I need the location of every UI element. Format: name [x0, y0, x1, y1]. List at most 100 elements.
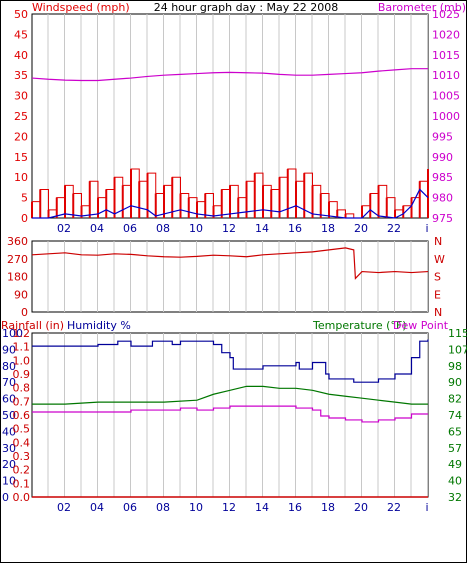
direction-tick-label: 90	[14, 288, 28, 301]
humidity-axis-title: Humidity %	[67, 319, 131, 332]
data-series	[31, 68, 429, 498]
dew-point-axis-title: Dew Point	[393, 319, 449, 332]
humidity-tick-label: 70	[2, 376, 16, 389]
wind-x-tick-label: 14	[255, 222, 269, 235]
temperature-tick-label: 107	[448, 343, 467, 356]
rainfall-tick-label: 0.1	[13, 477, 31, 490]
grid-lines	[47, 14, 428, 497]
rainfall-tick-label: 1.1	[13, 341, 31, 354]
barometer-line	[31, 68, 428, 82]
compass-label: W	[434, 253, 445, 266]
climate-x-tick-label: 18	[321, 501, 335, 514]
barometer-tick-label: 980	[432, 192, 453, 205]
temperature-tick-label: 65	[448, 425, 462, 438]
windspeed-tick-label: 5	[21, 192, 28, 205]
wind-x-tick-label: 20	[354, 222, 368, 235]
dew-point-line	[32, 405, 428, 423]
rainfall-tick-label: 0.7	[13, 395, 31, 408]
humidity-tick-label: 20	[2, 458, 16, 471]
chart-title: 24 hour graph day : May 22 2008	[154, 1, 339, 14]
humidity-tick-label: 40	[2, 425, 16, 438]
wind-x-tick-label: 10	[189, 222, 203, 235]
temperature-line	[32, 385, 428, 405]
compass-label: S	[434, 271, 441, 284]
axis-labels: 0510152025303540455097598098599099510001…	[2, 8, 467, 514]
wind-x-tick-label: 18	[321, 222, 335, 235]
windspeed-tick-label: 10	[14, 171, 28, 184]
wind-x-tick-label: 16	[288, 222, 302, 235]
humidity-tick-label: 30	[2, 442, 16, 455]
climate-x-tick-label: 06	[123, 501, 137, 514]
wind-x-tick-label: 04	[90, 222, 104, 235]
barometer-tick-label: 1005	[432, 90, 460, 103]
windspeed-tick-label: 50	[14, 8, 28, 21]
humidity-tick-label: 100	[2, 327, 23, 340]
temperature-tick-label: 57	[448, 442, 462, 455]
rainfall-tick-label: 0.4	[13, 436, 31, 449]
climate-x-tick-label: i	[425, 501, 428, 514]
humidity-tick-label: 10	[2, 475, 16, 488]
direction-tick-label: 0	[21, 306, 28, 319]
climate-x-tick-label: 14	[255, 501, 269, 514]
temperature-tick-label: 49	[448, 458, 462, 471]
humidity-tick-label: 80	[2, 360, 16, 373]
climate-x-tick-label: 16	[288, 501, 302, 514]
windspeed-tick-label: 15	[14, 151, 28, 164]
humidity-tick-label: 50	[2, 409, 16, 422]
climate-x-tick-label: 04	[90, 501, 104, 514]
temperature-tick-label: 40	[448, 475, 462, 488]
barometer-tick-label: 995	[432, 130, 453, 143]
rainfall-tick-label: 0.8	[13, 382, 31, 395]
barometer-axis-title: Barometer (mb)	[378, 1, 466, 14]
windspeed-tick-label: 30	[14, 90, 28, 103]
barometer-tick-label: 1025	[432, 8, 460, 21]
barometer-tick-label: 1010	[432, 69, 460, 82]
compass-label: N	[434, 306, 442, 319]
temperature-axis-title: Temperature (°F)	[312, 319, 407, 332]
climate-x-tick-label: 02	[57, 501, 71, 514]
windspeed-tick-label: 25	[14, 110, 28, 123]
rainfall-tick-label: 0.6	[13, 409, 31, 422]
temperature-tick-label: 82	[448, 393, 462, 406]
climate-x-tick-label: 22	[387, 501, 401, 514]
wind-x-tick-label: i	[425, 222, 428, 235]
humidity-tick-label: 60	[2, 393, 16, 406]
wind-x-tick-label: 12	[222, 222, 236, 235]
direction-tick-label: 270	[7, 253, 28, 266]
barometer-tick-label: 975	[432, 212, 453, 225]
direction-tick-label: 360	[7, 235, 28, 248]
wind-x-tick-label: 02	[57, 222, 71, 235]
temperature-tick-label: 74	[448, 409, 462, 422]
climate-x-tick-label: 12	[222, 501, 236, 514]
wind-x-tick-label: 08	[156, 222, 170, 235]
rainfall-axis-title: Rainfall (in)	[1, 319, 64, 332]
rainfall-tick-label: 0.9	[13, 368, 31, 381]
windspeed-tick-label: 0	[21, 212, 28, 225]
barometer-tick-label: 990	[432, 151, 453, 164]
rainfall-tick-label: 0.2	[13, 464, 31, 477]
rainfall-tick-label: 0.3	[13, 450, 31, 463]
rainfall-tick-label: 0.0	[13, 491, 31, 504]
climate-x-tick-label: 10	[189, 501, 203, 514]
barometer-tick-label: 1020	[432, 28, 460, 41]
wind-direction-line	[31, 247, 429, 280]
windspeed-tick-label: 40	[14, 49, 28, 62]
humidity-tick-label: 90	[2, 343, 16, 356]
temperature-tick-label: 32	[448, 491, 462, 504]
windspeed-tick-label: 35	[14, 69, 28, 82]
temperature-tick-label: 90	[448, 376, 462, 389]
temperature-tick-label: 98	[448, 360, 462, 373]
wind-x-tick-label: 22	[387, 222, 401, 235]
wind-x-tick-label: 06	[123, 222, 137, 235]
temperature-tick-label: 115	[448, 327, 467, 340]
wind-gust-line	[32, 188, 429, 219]
compass-label: E	[434, 288, 441, 301]
direction-tick-label: 180	[7, 271, 28, 284]
climate-x-tick-label: 08	[156, 501, 170, 514]
barometer-tick-label: 985	[432, 171, 453, 184]
barometer-tick-label: 1015	[432, 49, 460, 62]
windspeed-tick-label: 20	[14, 130, 28, 143]
compass-label: N	[434, 235, 442, 248]
